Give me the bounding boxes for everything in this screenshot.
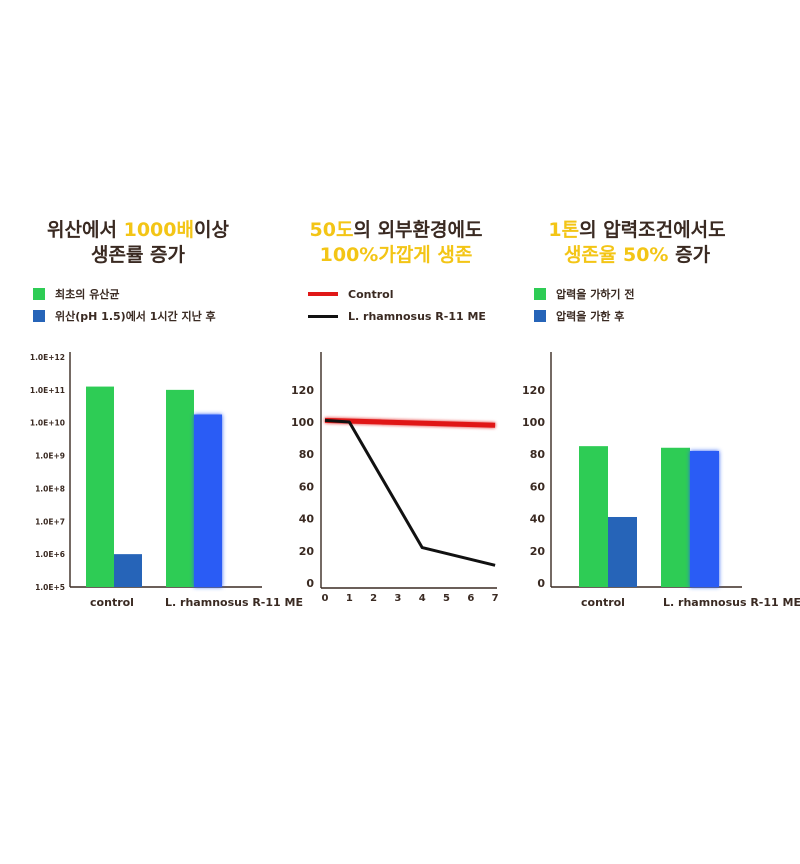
legend-label: 위산(pH 1.5)에서 1시간 지난 후 bbox=[55, 310, 216, 323]
chart-acid-survival: 1.0E+5 1.0E+6 1.0E+7 1.0E+8 1.0E+9 1.0E+10 1.0… bbox=[30, 352, 303, 609]
y-tick-label: 80 bbox=[530, 448, 546, 461]
legend-item: L. rhamnosus R-11 ME bbox=[308, 309, 486, 323]
legend-item: 압력을 가하기 전 bbox=[534, 288, 635, 301]
y-tick-label: 1.0E+7 bbox=[35, 517, 65, 526]
title-line1-post: 의 압력조건에서도 bbox=[579, 219, 726, 241]
series-line-r11 bbox=[324, 418, 496, 567]
x-tick-label: 2 bbox=[370, 593, 377, 604]
title-line1-post: 의 외부환경에도 bbox=[353, 219, 483, 241]
legend-label: Control bbox=[348, 287, 394, 301]
title-line1-pre: 위산에서 bbox=[47, 219, 124, 241]
legend-swatch bbox=[534, 310, 546, 322]
bar bbox=[579, 446, 608, 587]
panel-pressure: 1톤의 압력조건에서도 생존율 50% 증가 압력을 가하기 전 압력을 가한 … bbox=[532, 0, 798, 864]
y-tick-label: 1.0E+11 bbox=[30, 386, 65, 395]
x-tick-label: 0 bbox=[322, 593, 329, 604]
legend-label: 압력을 가한 후 bbox=[556, 310, 625, 323]
y-tick-label: 1.0E+8 bbox=[35, 484, 65, 493]
y-tick-label: 120 bbox=[522, 384, 545, 397]
legend-item: 위산(pH 1.5)에서 1시간 지난 후 bbox=[33, 310, 216, 323]
title-highlight: 생존율 50% bbox=[563, 244, 669, 266]
x-tick-label: L. rhamnosus R-11 ME bbox=[165, 596, 303, 609]
x-tick-label: 5 bbox=[443, 593, 450, 604]
y-tick-label: 0 bbox=[537, 577, 545, 590]
x-tick-label: 1 bbox=[346, 593, 353, 604]
y-tick-label: 40 bbox=[530, 513, 546, 526]
bar bbox=[690, 450, 719, 587]
legend-label: 최초의 유산균 bbox=[55, 288, 120, 301]
x-tick-label: 3 bbox=[394, 593, 401, 604]
y-tick-label: 100 bbox=[522, 416, 545, 429]
chart-title: 50도의 외부환경에도 100%가깝게 생존 bbox=[263, 218, 529, 268]
y-tick-label: 1.0E+9 bbox=[35, 452, 65, 461]
y-tick-label: 1.0E+6 bbox=[35, 550, 65, 559]
title-line1-post: 이상 bbox=[193, 219, 229, 241]
legend-item: 최초의 유산균 bbox=[33, 288, 216, 301]
x-tick-label: 6 bbox=[467, 593, 474, 604]
panel-acid: 위산에서 1000배이상 생존률 증가 최초의 유산균 위산(pH 1.5)에서… bbox=[0, 0, 266, 864]
y-tick-label: 1.0E+5 bbox=[35, 583, 65, 592]
title-line2-post: 증가 bbox=[668, 244, 711, 266]
x-tick-label: 4 bbox=[419, 593, 426, 604]
bar bbox=[194, 414, 222, 587]
y-tick-label: 20 bbox=[530, 545, 546, 558]
chart-title: 위산에서 1000배이상 생존률 증가 bbox=[5, 218, 271, 268]
title-highlight: 1톤 bbox=[548, 219, 580, 241]
legend-swatch bbox=[308, 314, 338, 318]
y-tick-label: 60 bbox=[299, 480, 315, 493]
x-tick-label: control bbox=[90, 596, 134, 609]
legend-swatch bbox=[534, 288, 546, 300]
legend-label: 압력을 가하기 전 bbox=[556, 288, 635, 301]
y-tick-label: 40 bbox=[299, 513, 315, 526]
title-line2: 생존률 증가 bbox=[90, 244, 185, 266]
legend: 압력을 가하기 전 압력을 가한 후 bbox=[534, 288, 635, 332]
bar bbox=[608, 516, 637, 587]
x-tick-label: control bbox=[581, 596, 625, 609]
legend-swatch bbox=[33, 288, 45, 300]
y-tick-label: 120 bbox=[291, 384, 314, 397]
y-tick-label: 60 bbox=[530, 480, 546, 493]
title-highlight: 50도 bbox=[309, 219, 354, 241]
bar bbox=[661, 447, 690, 587]
bar bbox=[86, 386, 114, 587]
x-tick-label: L. rhamnosus R-11 ME bbox=[663, 596, 800, 609]
legend: 최초의 유산균 위산(pH 1.5)에서 1시간 지난 후 bbox=[33, 288, 216, 332]
title-highlight: 1000배 bbox=[123, 219, 194, 241]
chart-heat-survival: 0 20 40 60 80 100 120 0 1 2 3 4 5 6 7 bbox=[291, 352, 499, 604]
legend: Control L. rhamnosus R-11 ME bbox=[308, 288, 486, 332]
chart-title: 1톤의 압력조건에서도 생존율 50% 증가 bbox=[504, 218, 770, 268]
bar bbox=[114, 554, 142, 587]
legend-item: Control bbox=[308, 287, 486, 301]
title-line2: 100%가깝게 생존 bbox=[319, 244, 473, 266]
chart-pressure-survival: 0 20 40 60 80 100 120 control L. rhamnosus R-11 … bbox=[522, 352, 800, 609]
legend-label: L. rhamnosus R-11 ME bbox=[348, 309, 486, 323]
legend-swatch bbox=[308, 292, 338, 296]
y-tick-label: 100 bbox=[291, 416, 314, 429]
legend-swatch bbox=[33, 310, 45, 322]
x-tick-label: 7 bbox=[492, 593, 499, 604]
y-tick-label: 20 bbox=[299, 545, 315, 558]
panel-heat: 50도의 외부환경에도 100%가깝게 생존 Control L. rhamno… bbox=[266, 0, 532, 864]
y-tick-label: 1.0E+12 bbox=[30, 353, 65, 362]
bar bbox=[166, 389, 194, 587]
legend-item: 압력을 가한 후 bbox=[534, 310, 635, 323]
y-tick-label: 80 bbox=[299, 448, 315, 461]
y-tick-label: 1.0E+10 bbox=[30, 419, 65, 428]
series-line-control bbox=[324, 417, 496, 428]
y-tick-label: 0 bbox=[306, 577, 314, 590]
